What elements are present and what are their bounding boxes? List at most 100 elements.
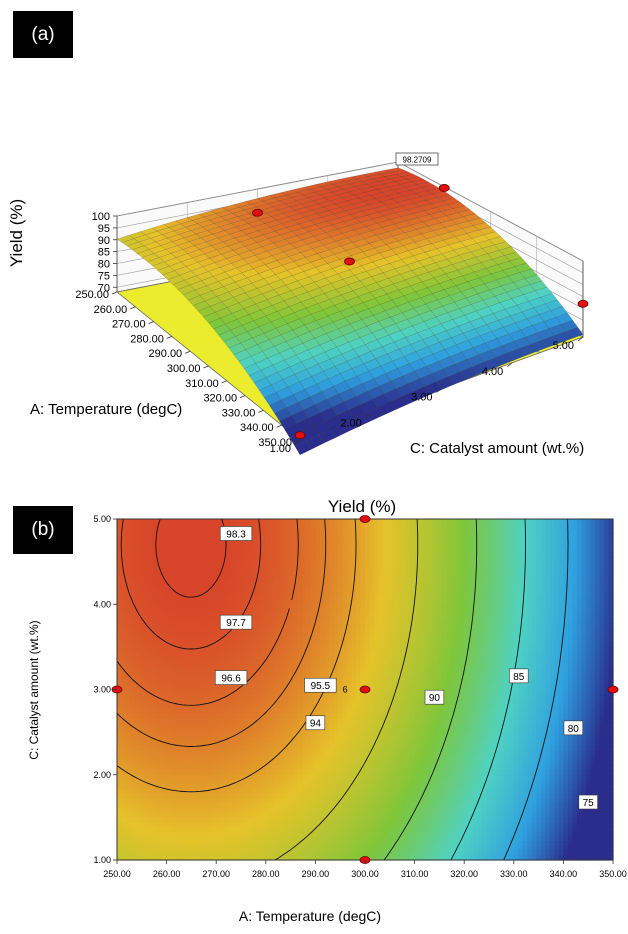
heat-cell — [148, 694, 154, 700]
heat-cell — [355, 689, 362, 695]
heat-cell — [121, 703, 127, 710]
heat-cell — [256, 594, 262, 601]
heat-cell — [351, 831, 357, 837]
heat-cell — [130, 642, 136, 648]
heat-cell — [229, 807, 235, 814]
heat-cell — [328, 656, 335, 662]
heat-cell — [283, 717, 289, 724]
heat-cell — [180, 850, 186, 856]
heat-cell — [211, 774, 217, 781]
heat-cell — [198, 751, 204, 757]
heat-cell — [162, 594, 168, 601]
heat-cell — [315, 665, 321, 672]
heat-cell — [297, 845, 303, 852]
heat-cell — [238, 547, 244, 553]
heat-cell — [279, 855, 285, 861]
heat-cell — [256, 547, 262, 553]
heat-cell — [130, 608, 136, 615]
heat-cell — [130, 665, 136, 672]
heat-cell — [121, 575, 127, 582]
heat-cell — [202, 519, 208, 525]
heat-cell — [365, 741, 371, 747]
heat-cell — [319, 732, 326, 738]
heat-cell — [297, 599, 303, 605]
heat-cell — [198, 542, 204, 549]
heat-cell — [243, 708, 249, 714]
heat-cell — [198, 760, 204, 766]
heat-cell — [157, 784, 163, 790]
heat-cell — [175, 552, 181, 558]
heat-cell — [319, 788, 326, 795]
heat-cell — [243, 779, 249, 785]
heat-cell — [346, 537, 353, 544]
heat-cell — [175, 774, 181, 781]
heat-cell — [153, 760, 159, 766]
heat-cell — [198, 566, 204, 572]
heat-cell — [328, 713, 335, 719]
heat-cell — [274, 519, 280, 525]
heat-cell — [310, 751, 316, 757]
heat-cell — [310, 642, 316, 648]
heat-cell — [162, 807, 168, 814]
heat-cell — [225, 708, 231, 714]
heat-cell — [261, 703, 267, 710]
heat-cell — [297, 604, 303, 610]
heat-cell — [328, 571, 335, 577]
heat-cell — [261, 661, 267, 667]
heat-cell — [207, 717, 213, 724]
heat-cell — [274, 841, 280, 847]
heat-cell — [261, 774, 267, 781]
heat-cell — [319, 727, 326, 733]
heat-cell — [162, 637, 168, 643]
heat-cell — [337, 642, 344, 648]
heat-cell — [234, 841, 240, 847]
heat-cell — [252, 703, 258, 710]
heat-cell — [270, 755, 276, 762]
heat-cell — [324, 533, 330, 539]
heat-cell — [207, 788, 213, 795]
heat-cell — [243, 627, 249, 634]
heat-cell — [162, 585, 168, 591]
heat-cell — [171, 556, 177, 563]
heat-cell — [175, 523, 181, 530]
heat-cell — [346, 770, 353, 776]
heat-cell — [319, 751, 326, 757]
heat-cell — [306, 642, 312, 648]
heat-cell — [351, 850, 357, 856]
heat-cell — [144, 556, 150, 563]
heat-cell — [171, 779, 177, 785]
heat-cell — [171, 528, 177, 534]
heat-cell — [238, 784, 244, 790]
heat-cell — [180, 528, 186, 534]
heat-cell — [301, 793, 307, 800]
heat-cell — [288, 689, 294, 695]
heat-cell — [247, 637, 253, 643]
heat-cell — [225, 547, 231, 553]
heat-cell — [189, 618, 195, 624]
heat-cell — [126, 855, 132, 861]
heat-cell — [355, 722, 362, 728]
heat-cell — [153, 646, 159, 653]
heat-cell — [157, 642, 163, 648]
heat-cell — [351, 770, 357, 776]
heat-cell — [319, 561, 326, 567]
x-tick — [130, 306, 136, 310]
heat-cell — [256, 656, 262, 662]
heat-cell — [121, 519, 127, 525]
heat-cell — [216, 632, 222, 639]
heat-cell — [256, 689, 262, 695]
heat-cell — [220, 727, 226, 733]
heat-cell — [256, 537, 262, 544]
heat-cell — [157, 751, 163, 757]
heat-cell — [346, 680, 353, 686]
heat-cell — [139, 798, 145, 804]
heat-cell — [328, 637, 335, 643]
heat-cell — [117, 575, 123, 582]
heat-cell — [225, 831, 231, 837]
heat-cell — [355, 850, 362, 856]
heat-cell — [243, 836, 249, 842]
heat-cell — [315, 765, 321, 771]
heat-cell — [139, 812, 145, 818]
heat-cell — [301, 533, 307, 539]
heat-cell — [351, 807, 357, 814]
